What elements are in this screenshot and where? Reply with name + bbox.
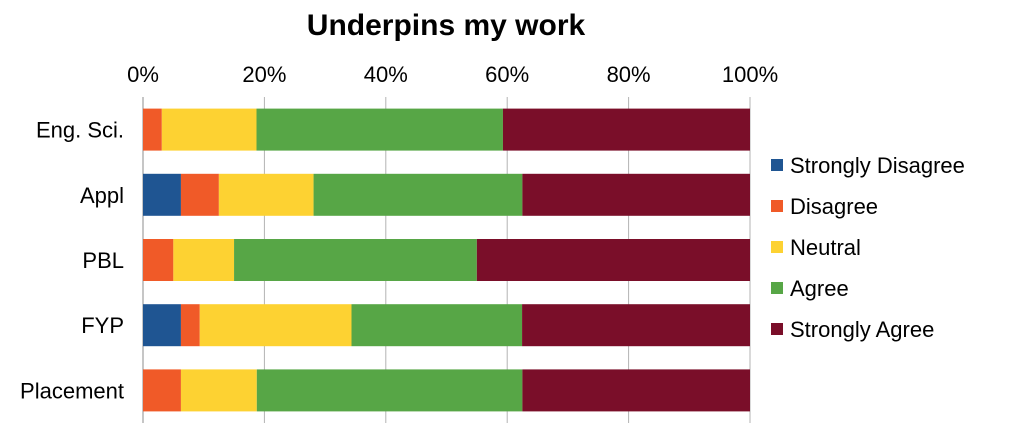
bar-segment bbox=[502, 108, 750, 151]
bar-segment bbox=[180, 304, 200, 347]
legend-swatch bbox=[771, 159, 783, 171]
bar-segment bbox=[234, 239, 477, 281]
legend-label: Strongly Disagree bbox=[790, 153, 965, 178]
bar-segment bbox=[351, 304, 523, 347]
category-label: FYP bbox=[81, 313, 124, 338]
x-axis-ticks: 0% 20% 40% 60% 80% 100% bbox=[127, 62, 778, 87]
category-label: Placement bbox=[20, 378, 124, 403]
category-label: Eng. Sci. bbox=[36, 118, 124, 143]
category-labels: Eng. Sci. Appl PBL FYP Placement bbox=[20, 118, 124, 404]
x-tick-label: 80% bbox=[607, 62, 651, 87]
bar-segment bbox=[173, 239, 235, 281]
bar-segment bbox=[522, 369, 750, 412]
x-tick-label: 0% bbox=[127, 62, 159, 87]
legend-label: Strongly Agree bbox=[790, 317, 934, 342]
bar-segment bbox=[256, 108, 503, 151]
legend: Strongly Disagree Disagree Neutral Agree Str… bbox=[771, 153, 965, 342]
x-tick-label: 40% bbox=[364, 62, 408, 87]
category-label: Appl bbox=[80, 183, 124, 208]
bar-segment bbox=[161, 108, 257, 151]
bar-segment bbox=[522, 173, 750, 216]
legend-label: Agree bbox=[790, 276, 849, 301]
legend-label: Neutral bbox=[790, 235, 861, 260]
x-tick-label: 60% bbox=[485, 62, 529, 87]
bar-segment bbox=[143, 304, 181, 347]
legend-swatch bbox=[771, 282, 783, 294]
bar-segment bbox=[476, 239, 750, 281]
bar-segment bbox=[180, 369, 257, 412]
bar-segment bbox=[522, 304, 750, 347]
bar-segment bbox=[143, 108, 162, 151]
legend-swatch bbox=[771, 241, 783, 253]
bar-segment bbox=[218, 173, 314, 216]
category-label: PBL bbox=[82, 248, 124, 273]
bar-segment bbox=[143, 239, 174, 281]
legend-label: Disagree bbox=[790, 194, 878, 219]
bar-segment bbox=[143, 369, 181, 412]
bars bbox=[143, 108, 750, 412]
bar-segment bbox=[199, 304, 352, 347]
bar-segment bbox=[180, 173, 219, 216]
bar-segment bbox=[313, 173, 523, 216]
x-tick-label: 20% bbox=[242, 62, 286, 87]
x-tick-label: 100% bbox=[722, 62, 778, 87]
legend-swatch bbox=[771, 323, 783, 335]
chart-title: Underpins my work bbox=[307, 9, 586, 42]
bar-segment bbox=[256, 369, 523, 412]
legend-swatch bbox=[771, 200, 783, 212]
bar-segment bbox=[143, 173, 181, 216]
